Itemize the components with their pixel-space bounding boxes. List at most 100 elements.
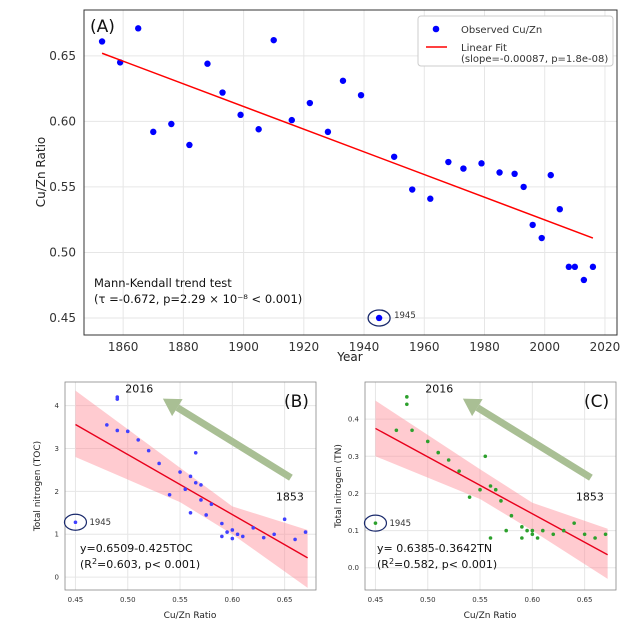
panel-c-data-point [593, 536, 597, 540]
panel-a-data-point [168, 120, 175, 128]
panel-c-data-point [488, 536, 493, 540]
panel-c-frame [364, 381, 617, 591]
panel-b-equation: y=0.6509-0.425TOC [80, 542, 193, 555]
panel-a-data-point [529, 221, 536, 229]
panel-c-r2: (R2=0.582, p< 0.001) [377, 557, 497, 571]
panel-a-data-point [204, 60, 211, 67]
panel-c-data-point [410, 428, 414, 433]
panel-c-ytick-label: 0.0 [348, 564, 359, 572]
panel-b-data-point [167, 492, 172, 497]
panel-a-xtick-label: 1900 [228, 340, 259, 354]
panel-c-data-point [483, 454, 488, 459]
panel-c-data-point [540, 528, 545, 533]
panel-a-data-point [580, 276, 588, 284]
panel-c-data-point [525, 528, 529, 533]
panel-b-data-point [240, 534, 245, 539]
panel-c-time-arrow [462, 398, 593, 481]
panel-b-data-point [230, 528, 235, 532]
panel-b-data-point [146, 448, 151, 453]
panel-c-data-point [488, 484, 493, 488]
panel-a-ytick-label: 0.60 [49, 114, 76, 128]
legend-scatter-label: Observed Cu/Zn [461, 25, 542, 36]
arrow-head [162, 398, 183, 417]
panel-c-data-point [530, 532, 535, 537]
panel-a: 1860 1880 1900 1920 1940 1960 1980 2000 2020 0.4… [34, 9, 621, 364]
panel-c-xtick-label: 0.60 [525, 596, 541, 604]
panel-b-data-point [220, 534, 224, 539]
panel-a-data-point [496, 169, 503, 176]
panel-a-xtick-label: 1920 [289, 340, 320, 354]
panel-a-data-point [255, 126, 262, 133]
panel-c-xlabel: Cu/Zn Ratio [464, 611, 517, 621]
panel-a-outlier-label: 1945 [394, 311, 416, 321]
panel-b-ytick-label: 0 [55, 574, 59, 582]
panel-c-xtick-label: 0.65 [577, 596, 593, 604]
panel-c-confidence-band [375, 400, 608, 579]
panel-a-data-point [375, 314, 383, 322]
panel-b-outlier-label: 1945 [89, 518, 111, 528]
panel-b-data-point [235, 532, 240, 537]
panel-a-data-point [324, 128, 332, 136]
panel-a-data-point [409, 186, 416, 193]
panel-a-data-point [135, 25, 142, 32]
panel-a-xtick-label: 1860 [108, 340, 139, 354]
panel-a-data-point [150, 128, 157, 136]
panel-a-legend: Observed Cu/Zn Linear Fit (slope=-0.0008… [417, 15, 614, 67]
panel-b-arrow-end-label: 2016 [125, 382, 153, 395]
panel-c-arrow-start-label: 1853 [576, 491, 604, 504]
panel-b-data-point [193, 450, 198, 455]
panel-c-data-point [493, 487, 498, 492]
panel-a-data-point [339, 77, 347, 84]
legend-box [417, 15, 614, 67]
panel-a-data-point [390, 153, 398, 160]
panel-b-xtick-label: 0.60 [225, 596, 241, 604]
panel-c-data-point [446, 458, 451, 462]
panel-c-outlier-ellipse [363, 514, 388, 532]
panel-c-data-point [504, 528, 508, 533]
panel-c-outlier-label: 1945 [389, 519, 411, 529]
panel-a-xtick-label: 1880 [168, 340, 199, 354]
panel-a-data-point [520, 183, 527, 191]
panel-b-ytick-label: 2 [55, 488, 59, 496]
arrow-shaft [175, 404, 293, 481]
legend-line-sublabel: (slope=-0.00087, p=1.8e-08) [461, 54, 608, 65]
panel-a-data-point [571, 263, 579, 271]
panel-b-data-point [204, 513, 208, 517]
panel-a-fit-line [101, 52, 594, 239]
panel-a-data-point [460, 165, 467, 172]
panel-b-outlier-ellipse [63, 513, 88, 531]
panel-c-xtick-label: 0.45 [368, 596, 384, 604]
panel-b-data-point [105, 423, 109, 427]
panel-c-data-point [603, 532, 608, 537]
panel-b-r2: (R2=0.603, p< 0.001) [80, 557, 200, 571]
panel-b-ytick-label: 4 [55, 402, 60, 410]
panel-b-arrow-start-label: 1853 [276, 491, 304, 504]
panel-a-xtick-label: 1960 [409, 340, 440, 354]
panel-b-data-point [183, 487, 188, 492]
panel-a-xtick-label: 2020 [590, 340, 621, 354]
panel-b-data-point [209, 502, 214, 507]
panel-b-data-point [199, 498, 203, 502]
panel-c-data-point [405, 395, 409, 399]
panel-a-ytick-label: 0.55 [49, 180, 76, 194]
panel-c-arrow-end-label: 2016 [425, 382, 453, 395]
panel-b-data-point [188, 511, 193, 515]
panel-c-data-point [425, 439, 430, 444]
panel-c-data-point [509, 513, 514, 518]
panel-a-data-point [547, 171, 554, 179]
panel-c-equation: y= 0.6385-0.3642TN [377, 542, 492, 555]
panel-c-ytick-label: 0.4 [348, 416, 360, 424]
panel-c-data-point [530, 528, 535, 533]
panel-b-data-point [220, 521, 224, 526]
panel-a-data-point [186, 141, 193, 149]
panel-a-data-point [538, 234, 545, 242]
panel-a-xtick-label: 1980 [469, 340, 500, 354]
panel-a-stats-title: Mann-Kendall trend test [94, 276, 232, 290]
panel-a-data-point [357, 91, 365, 99]
panel-c-data-point [467, 495, 472, 499]
panel-a-xtick-label: 1940 [349, 340, 380, 354]
legend-line-label: Linear Fit [461, 43, 507, 54]
panel-b-r2-text: =0.603, p< 0.001) [97, 558, 200, 571]
panel-c-data-point [405, 402, 409, 407]
